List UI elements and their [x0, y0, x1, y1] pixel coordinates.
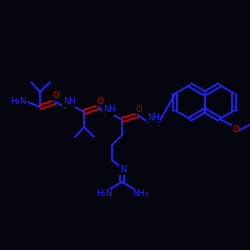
Text: H₂N: H₂N [10, 98, 26, 106]
Text: O: O [97, 96, 103, 106]
Text: O: O [53, 92, 59, 100]
Text: NH: NH [62, 98, 76, 106]
Text: O: O [136, 104, 142, 114]
Text: NH: NH [103, 106, 116, 114]
Text: N: N [120, 166, 126, 174]
Text: H₂N: H₂N [96, 190, 112, 198]
Text: NH: NH [146, 112, 160, 122]
Text: NH₂: NH₂ [132, 190, 148, 198]
Text: O: O [232, 124, 239, 134]
